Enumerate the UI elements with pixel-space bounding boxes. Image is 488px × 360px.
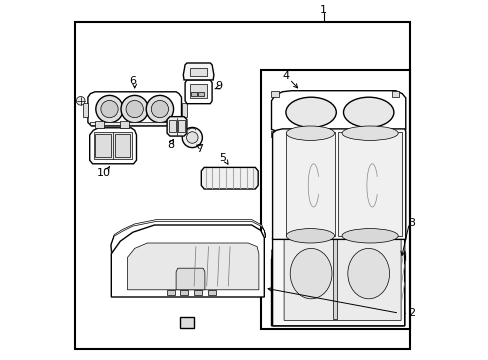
Polygon shape (127, 243, 258, 290)
Polygon shape (287, 252, 334, 313)
Text: 6: 6 (129, 76, 136, 86)
Text: 7: 7 (196, 144, 203, 154)
Text: 9: 9 (215, 81, 223, 91)
Bar (189, 84, 206, 98)
Bar (95, 121, 104, 128)
Ellipse shape (126, 100, 143, 118)
Bar (167, 290, 175, 295)
Polygon shape (111, 225, 264, 297)
Bar (191, 92, 197, 96)
Ellipse shape (347, 248, 389, 299)
Text: 2: 2 (407, 308, 415, 318)
Polygon shape (284, 234, 400, 320)
Text: 4: 4 (282, 71, 289, 81)
Circle shape (76, 96, 85, 105)
Ellipse shape (96, 95, 123, 123)
Text: 3: 3 (407, 218, 414, 228)
Bar (194, 290, 202, 295)
Ellipse shape (285, 97, 336, 127)
Ellipse shape (342, 126, 397, 140)
Polygon shape (181, 103, 186, 117)
Ellipse shape (289, 248, 331, 299)
Text: 10: 10 (97, 168, 111, 178)
Bar (391, 131, 399, 137)
Polygon shape (271, 250, 404, 326)
Bar (189, 68, 206, 76)
Ellipse shape (345, 239, 391, 255)
Polygon shape (272, 129, 405, 239)
Ellipse shape (151, 100, 168, 118)
Polygon shape (271, 91, 405, 134)
Circle shape (186, 132, 198, 143)
Polygon shape (88, 92, 181, 126)
Bar (120, 121, 129, 128)
Polygon shape (332, 232, 337, 319)
Circle shape (182, 127, 202, 148)
Bar (94, 132, 132, 159)
Ellipse shape (285, 229, 334, 243)
Polygon shape (183, 63, 213, 80)
Polygon shape (345, 252, 391, 313)
Polygon shape (185, 80, 212, 104)
Ellipse shape (343, 97, 393, 127)
Ellipse shape (287, 239, 334, 255)
Bar (179, 290, 187, 295)
Polygon shape (271, 243, 405, 261)
Bar (198, 92, 204, 96)
Polygon shape (337, 132, 401, 236)
Polygon shape (176, 268, 204, 290)
Bar (89, 122, 179, 125)
Text: 5: 5 (219, 153, 226, 163)
Bar (178, 120, 185, 132)
Ellipse shape (121, 95, 148, 123)
Text: 8: 8 (167, 140, 174, 150)
Polygon shape (167, 117, 186, 136)
Polygon shape (82, 103, 88, 117)
Ellipse shape (101, 100, 118, 118)
Bar (114, 134, 130, 157)
Ellipse shape (342, 229, 397, 243)
Ellipse shape (345, 306, 391, 320)
Ellipse shape (287, 306, 334, 320)
Bar (271, 131, 278, 137)
Polygon shape (89, 128, 136, 164)
Bar (271, 91, 278, 97)
Ellipse shape (146, 95, 173, 123)
Polygon shape (272, 230, 404, 326)
Bar (391, 91, 399, 97)
Polygon shape (285, 132, 335, 236)
Bar (260, 70, 409, 329)
Text: 1: 1 (320, 5, 326, 15)
Bar (168, 120, 176, 132)
Polygon shape (110, 220, 265, 254)
Bar (208, 290, 216, 295)
Bar (95, 134, 111, 157)
Bar (179, 317, 194, 328)
Polygon shape (201, 167, 258, 189)
Ellipse shape (285, 126, 334, 140)
